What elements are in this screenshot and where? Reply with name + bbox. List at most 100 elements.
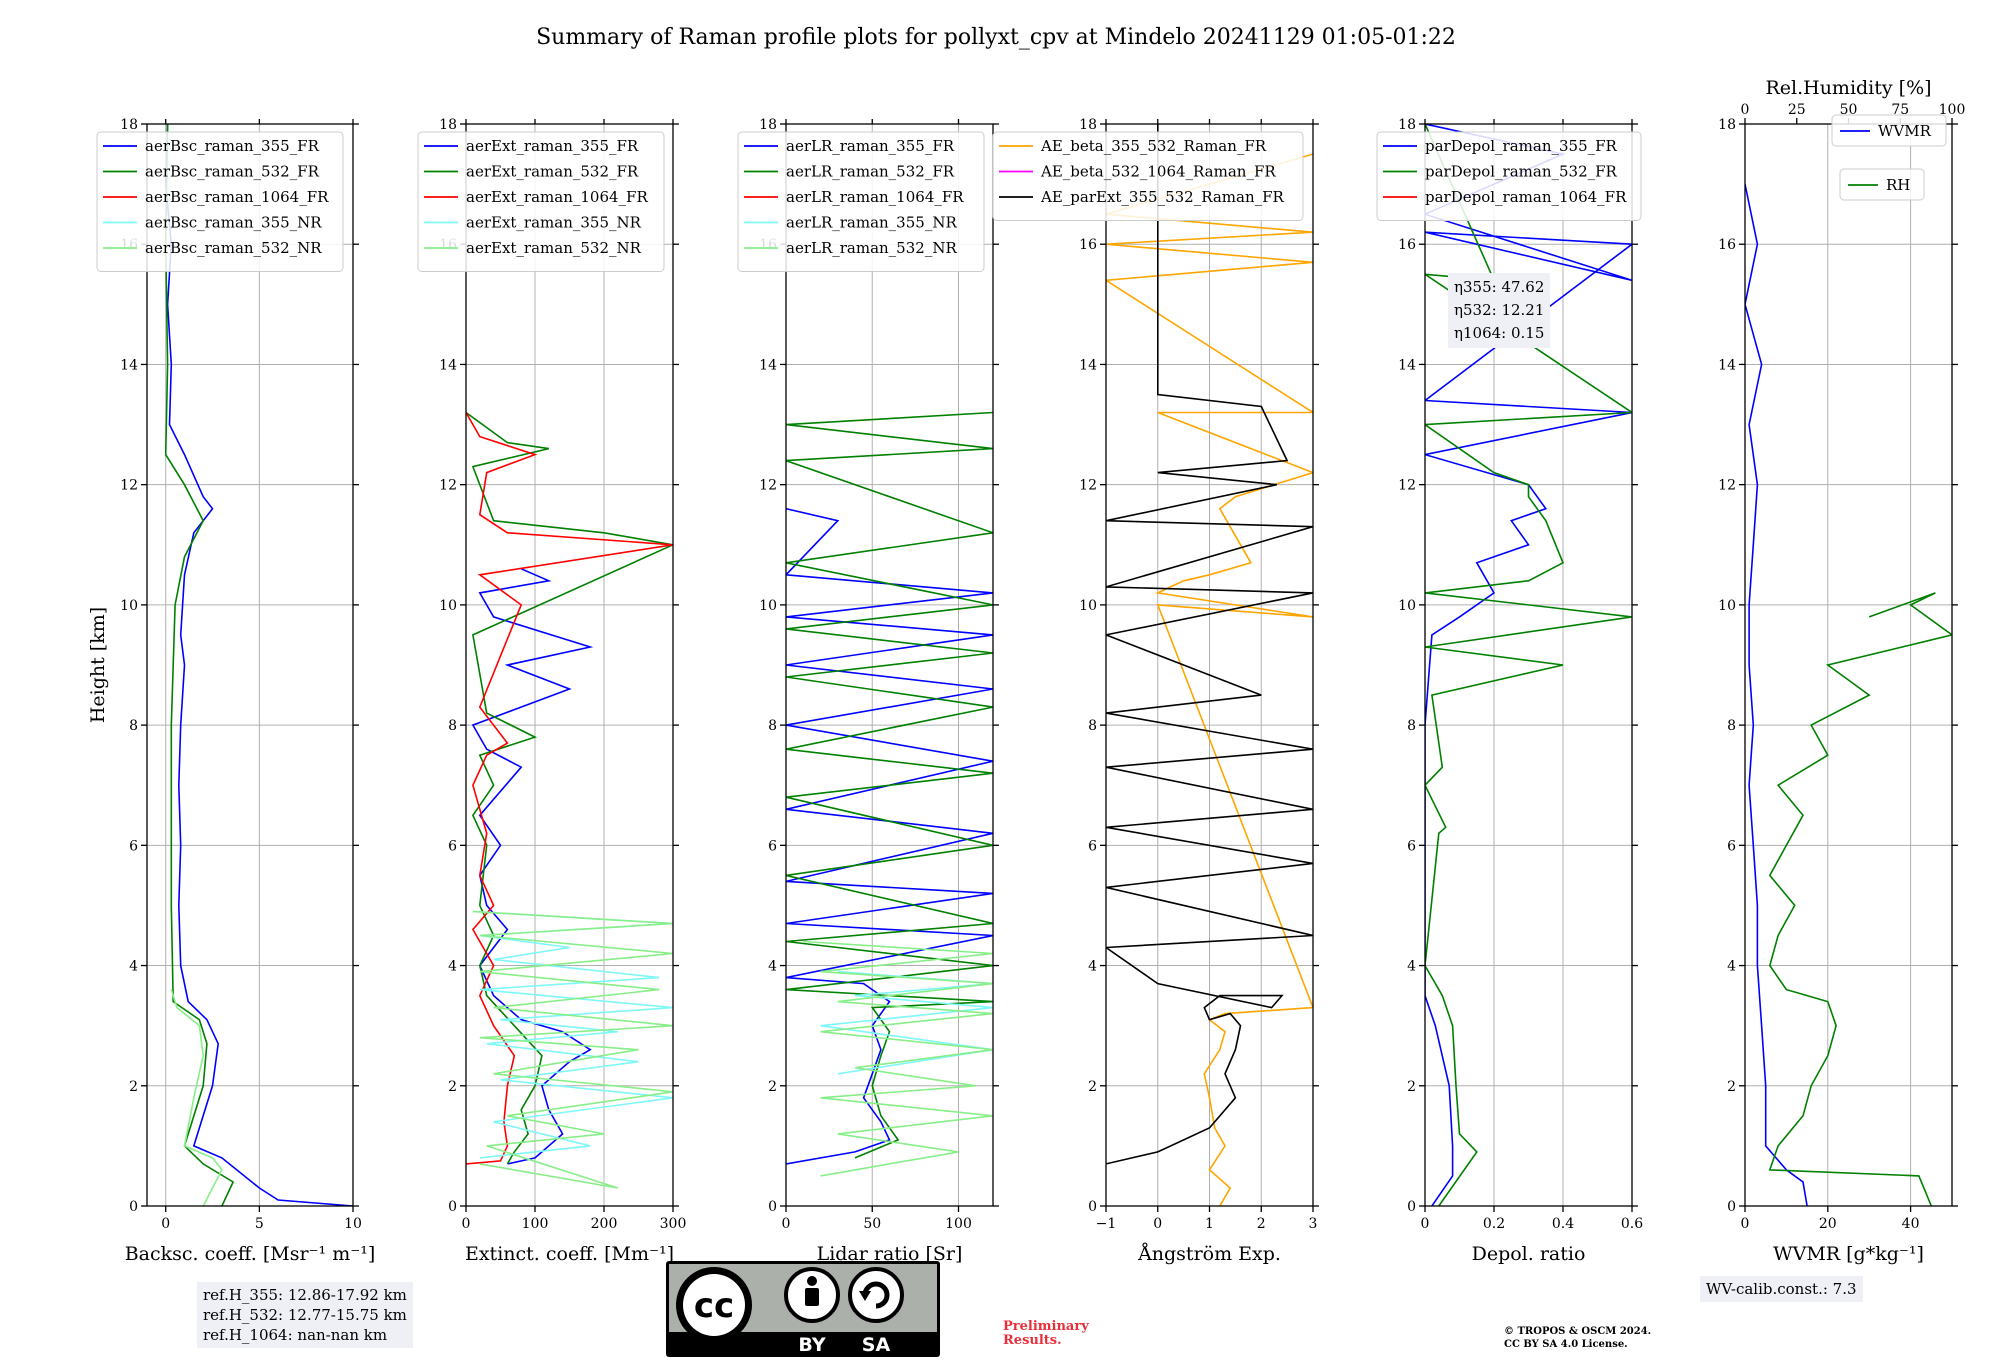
legend-label: aerLR_raman_355_FR [786,137,955,155]
x-axis-label: WVMR [g*kg⁻¹] [1773,1243,1924,1265]
legend[interactable]: WVMR RH [1831,114,1947,201]
x-tick-label: 0 [1421,1216,1430,1232]
legend-label: AE_parExt_355_532_Raman_FR [1040,188,1285,206]
y-tick-label: 6 [1088,838,1097,854]
y-tick-label: 10 [759,598,777,614]
y-tick-label: 14 [759,357,777,373]
x-top-tick-label: 0 [1741,102,1750,118]
y-tick-label: 4 [1727,959,1736,975]
legend-box [992,131,1304,221]
series-line [164,124,235,1206]
reference-height-box: ref.H_355: 12.86-17.92 km ref.H_532: 12.7… [197,1282,413,1348]
y-tick-label: 8 [1727,718,1736,734]
y-tick-label: 0 [1407,1199,1416,1215]
series-line [466,411,673,1165]
series-line [1425,124,1632,1206]
x-axis-label: Backsc. coeff. [Msr⁻¹ m⁻¹] [125,1243,376,1265]
y-tick-label: 2 [448,1079,457,1095]
copyright-line-2: CC BY SA 4.0 License. [1504,1339,1628,1350]
series-line [803,940,993,1177]
x-top-tick-label: 75 [1891,102,1909,118]
x-tick-label: 0.6 [1621,1216,1643,1232]
legend[interactable]: aerExt_raman_355_FR aerExt_raman_532_FRae… [417,131,665,272]
legend-label: aerExt_raman_532_NR [466,239,642,257]
x-tick-label: 0 [1741,1216,1750,1232]
series-line [786,411,993,1159]
legend-label: aerBsc_raman_1064_FR [145,188,329,206]
legend-label: aerExt_raman_355_FR [466,137,639,155]
series-group [164,124,353,1206]
x-tick-label: 200 [591,1216,618,1232]
x-top-tick-label: 25 [1788,102,1806,118]
y-tick-label: 10 [120,598,138,614]
axes-frame [1424,123,1633,1207]
x-axis-label: Depol. ratio [1472,1243,1586,1265]
legend-label: RH [1886,176,1910,194]
y-tick-label: 16 [1718,237,1736,253]
legend-label: parDepol_raman_532_FR [1425,163,1618,181]
legend[interactable]: AE_beta_355_532_Raman_FR AE_beta_532_1064… [992,131,1304,221]
series-line [164,124,353,1206]
x-tick-label: 3 [1309,1216,1318,1232]
y-tick-label: 18 [1079,117,1097,133]
y-tick-label: 0 [129,1199,138,1215]
x-tick-label: 0 [161,1216,170,1232]
x-tick-label: 5 [255,1216,264,1232]
y-tick-label: 6 [768,838,777,854]
legend[interactable]: parDepol_raman_355_FR parDepol_raman_532_… [1376,131,1642,221]
y-tick-label: 2 [1727,1079,1736,1095]
panel-2: 0100200300024681012141618Extinct. coeff.… [417,117,687,1265]
eta-1064: η1064: 0.15 [1454,324,1545,342]
preliminary-line-1: Preliminary [1003,1319,1089,1334]
wv-calibration-box: WV-calib.const.: 7.3 [1700,1276,1863,1302]
y-tick-label: 4 [1407,959,1416,975]
axes-frame [785,123,994,1207]
ref-h-532: ref.H_532: 12.77-15.75 km [203,1306,407,1324]
y-tick-label: 10 [1718,598,1736,614]
y-tick-label: 10 [1079,598,1097,614]
legend[interactable]: aerLR_raman_355_FR aerLR_raman_532_FR aerL… [737,131,985,272]
legend-label: aerExt_raman_532_FR [466,163,639,181]
y-tick-label: 14 [1398,357,1416,373]
y-tick-label: 0 [448,1199,457,1215]
x-tick-label: 0 [462,1216,471,1232]
legend[interactable]: aerBsc_raman_355_FR aerBsc_raman_532_FRae… [96,131,344,272]
copyright-note: © TROPOS & OSCM 2024. CC BY SA 4.0 Licens… [1504,1325,1651,1351]
series-group [1425,124,1632,1206]
figure-title: Summary of Raman profile plots for polly… [536,25,1456,50]
legend-label: aerBsc_raman_355_FR [145,137,320,155]
cc-logo-text: cc [694,1286,734,1326]
axes-frame [146,123,354,1207]
y-tick-label: 14 [1718,357,1736,373]
y-tick-label: 12 [1079,478,1097,494]
x-tick-label: −1 [1096,1216,1117,1232]
y-tick-label: 8 [1088,718,1097,734]
x-tick-label: 0.2 [1483,1216,1505,1232]
y-tick-label: 16 [1398,237,1416,253]
cc-by-sa-badge[interactable]: cc BY SA [666,1261,940,1357]
x-tick-label: 10 [344,1216,362,1232]
x-tick-label: 0 [1153,1216,1162,1232]
series-line [466,412,673,1165]
series-line [472,910,673,1189]
y-tick-label: 4 [129,959,138,975]
legend-label: aerBsc_raman_532_NR [145,239,322,257]
series-line [1106,124,1313,1165]
legend-box [417,131,665,272]
panel-1: 0510024681012141618Backsc. coeff. [Msr⁻¹… [87,117,375,1265]
x-tick-label: 300 [660,1216,687,1232]
copyright-line-1: © TROPOS & OSCM 2024. [1504,1326,1652,1337]
y-tick-label: 12 [759,478,777,494]
y-tick-label: 12 [1718,478,1736,494]
legend-box [1839,168,1925,201]
x-tick-label: 100 [522,1216,549,1232]
ref-h-355: ref.H_355: 12.86-17.92 km [203,1286,407,1304]
legend-label: aerBsc_raman_532_FR [145,163,320,181]
series-line [1106,153,1313,1206]
legend-label: WVMR [1878,122,1932,140]
series-group [1745,183,1952,1206]
panel-3: 050100024681012141618Lidar ratio [Sr]aer… [737,117,999,1265]
by-label: BY [798,1334,825,1356]
x-tick-label: 40 [1902,1216,1920,1232]
